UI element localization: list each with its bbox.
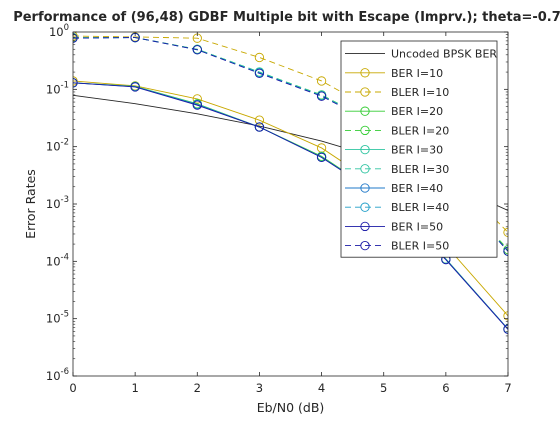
legend-label: BLER I=20 xyxy=(391,124,449,137)
y-tick-base: 10 xyxy=(46,82,61,96)
data-point-ber-i-10 xyxy=(254,115,265,125)
y-tick-exponent: -2 xyxy=(61,138,69,148)
legend-entry: BLER I=30 xyxy=(345,163,449,176)
y-tick-base: 10 xyxy=(49,25,64,39)
x-tick-label: 1 xyxy=(131,381,138,395)
legend-label: BER I=50 xyxy=(391,220,443,233)
y-tick-base: 10 xyxy=(46,254,61,268)
y-tick-base: 10 xyxy=(46,369,61,383)
legend-label: BER I=40 xyxy=(391,182,443,195)
legend-entry: Uncoded BPSK BER xyxy=(345,48,497,61)
legend-label: BER I=20 xyxy=(391,105,443,118)
y-tick-label: 10-2 xyxy=(46,138,69,154)
legend: Uncoded BPSK BER BER I=10 BLER I=10 BER I=2… xyxy=(340,40,498,258)
data-point-ber-i-50 xyxy=(316,152,327,163)
legend-box xyxy=(340,40,498,258)
legend-swatch-marker xyxy=(360,144,370,155)
legend-label: BLER I=30 xyxy=(391,163,449,176)
data-point-bler-i-50 xyxy=(316,91,327,101)
y-tick-label: 10-6 xyxy=(46,367,69,383)
legend-entry: BER I=30 xyxy=(345,144,443,157)
legend-label: BLER I=50 xyxy=(391,240,449,253)
x-tick-label: 0 xyxy=(69,381,76,395)
chart-title: Performance of (96,48) GDBF Multiple bit… xyxy=(13,10,560,25)
x-tick-label: 7 xyxy=(504,381,511,395)
y-tick-label: 10-4 xyxy=(46,252,69,268)
legend-label: Uncoded BPSK BER xyxy=(391,48,497,61)
y-tick-label: 10-1 xyxy=(46,80,69,96)
legend-label: BER I=10 xyxy=(391,67,443,80)
y-tick-label: 10-3 xyxy=(46,195,69,211)
legend-swatch-marker xyxy=(360,106,370,116)
data-point-ber-i-50 xyxy=(254,122,265,132)
legend-entry: BER I=50 xyxy=(345,220,443,233)
legend-label: BLER I=40 xyxy=(391,201,449,214)
data-point-bler-i-50 xyxy=(254,68,265,79)
y-tick-base: 10 xyxy=(46,140,61,154)
y-tick-exponent: -3 xyxy=(61,195,69,205)
data-point-bler-i-10 xyxy=(254,52,265,63)
legend-swatch-marker xyxy=(360,202,370,212)
legend-entry: BLER I=40 xyxy=(345,201,449,214)
legend-swatch-marker xyxy=(360,87,370,97)
legend-swatch-marker xyxy=(360,125,370,136)
legend-swatch-marker xyxy=(360,240,370,251)
y-tick-exponent: -6 xyxy=(61,367,69,377)
x-tick-label: 2 xyxy=(194,381,201,395)
y-tick-exponent: -1 xyxy=(61,80,69,90)
x-axis-label: Eb/N0 (dB) xyxy=(257,400,325,415)
x-tick-label: 4 xyxy=(318,381,325,395)
data-point-bler-i-10 xyxy=(316,76,327,86)
legend-swatch-marker xyxy=(360,183,370,193)
y-tick-exponent: -5 xyxy=(61,310,69,320)
series-line-bler-i-50 xyxy=(73,37,508,252)
y-tick-label: 10-5 xyxy=(46,310,69,326)
y-tick-exponent: -4 xyxy=(61,252,69,262)
data-point-bler-i-50 xyxy=(192,45,202,55)
legend-swatch-marker xyxy=(360,221,370,232)
legend-label: BER I=30 xyxy=(391,144,443,157)
legend-entry: BLER I=20 xyxy=(345,124,449,137)
x-tick-label: 5 xyxy=(380,381,387,395)
legend-entry: BER I=20 xyxy=(345,105,443,118)
legend-entry: BER I=10 xyxy=(345,67,443,80)
legend-entry: BLER I=50 xyxy=(345,240,449,253)
legend-swatch-marker xyxy=(360,68,370,78)
y-axis-label: Error Rates xyxy=(23,169,38,239)
data-point-ber-i-10 xyxy=(192,94,202,104)
legend-entry: BLER I=10 xyxy=(345,86,449,99)
y-tick-base: 10 xyxy=(46,197,61,211)
legend-swatch-marker xyxy=(360,164,370,174)
y-tick-label: 100 xyxy=(49,23,69,39)
x-axis: 0 1 2 3 4 5 6 7 xyxy=(69,32,512,395)
x-tick-label: 3 xyxy=(256,381,263,395)
data-point-ber-i-50 xyxy=(192,100,202,110)
data-point-ber-i-50 xyxy=(130,82,140,92)
legend-label: BLER I=10 xyxy=(391,86,449,99)
legend-entry: BER I=40 xyxy=(345,182,443,195)
y-tick-exponent: 0 xyxy=(64,23,69,33)
x-tick-label: 6 xyxy=(442,381,449,395)
y-tick-base: 10 xyxy=(46,312,61,326)
